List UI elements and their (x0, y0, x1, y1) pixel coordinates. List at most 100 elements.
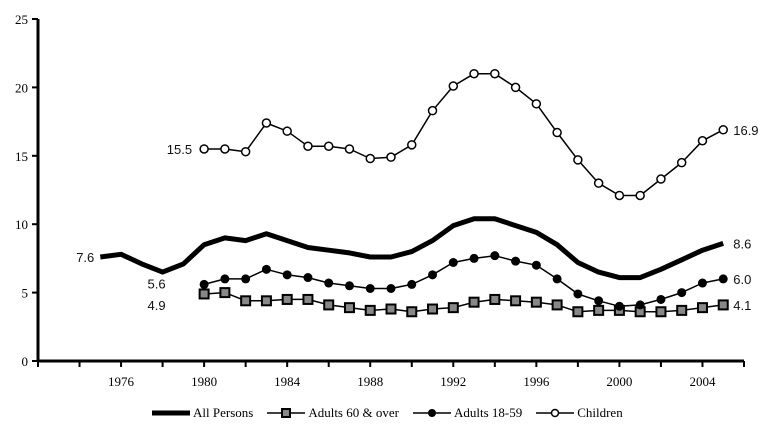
filled-circle-marker (614, 301, 624, 311)
x-tick-label: 1992 (440, 374, 466, 389)
square-marker (302, 293, 314, 305)
legend-label: All Persons (193, 405, 254, 420)
filled-circle-marker (677, 288, 687, 298)
open-circle-marker (199, 144, 209, 154)
square-marker (219, 287, 231, 299)
square-marker (364, 304, 376, 316)
open-circle-marker (344, 144, 355, 154)
open-circle-marker (240, 146, 251, 157)
y-tick-label: 0 (22, 354, 29, 369)
filled-circle-marker (448, 258, 458, 268)
y-tick-label: 15 (15, 149, 28, 164)
open-circle-marker (261, 118, 272, 128)
filled-circle-marker (656, 294, 666, 304)
y-axis: 0 5 10 15 20 25 (15, 12, 40, 369)
data-label: 8.6 (733, 236, 751, 251)
data-label: 15.5 (167, 142, 192, 157)
data-label: 7.6 (76, 250, 94, 265)
filled-circle-marker (386, 283, 396, 293)
filled-circle-marker (594, 296, 604, 306)
open-circle-marker (220, 144, 230, 154)
legend-item-adults-18-59: Adults 18-59 (411, 405, 522, 421)
open-circle-marker (490, 68, 500, 79)
x-tick-label: 1996 (523, 374, 550, 389)
open-circle-marker (676, 157, 687, 168)
filled-circle-marker (697, 278, 707, 288)
series-line (99, 216, 724, 281)
data-label: 6.0 (733, 272, 751, 287)
legend: All Persons Adults 60 & over Adults 18-5… (150, 402, 635, 424)
square-marker (510, 295, 522, 307)
y-tick-label: 5 (22, 286, 29, 301)
y-tick-label: 20 (15, 80, 28, 95)
legend-item-children: Children (534, 405, 623, 421)
square-marker (489, 293, 501, 305)
filled-circle-marker (552, 274, 562, 284)
filled-circle-marker (282, 270, 292, 280)
open-circle-marker (593, 178, 604, 188)
open-circle-marker (573, 155, 583, 165)
filled-circle-marker (324, 278, 334, 288)
open-circle-marker (697, 136, 708, 146)
x-tick-label: 1980 (191, 374, 217, 389)
data-label: 4.1 (733, 298, 751, 313)
legend-label: Adults 60 & over (308, 405, 399, 420)
square-marker (717, 299, 729, 311)
square-marker (240, 295, 252, 307)
open-circle-marker (427, 105, 438, 116)
filled-circle-marker (718, 274, 728, 284)
x-tick-label: 1984 (274, 374, 301, 389)
open-circle-marker (386, 152, 396, 162)
square-marker (406, 306, 418, 318)
series-adults-60-over (198, 287, 729, 318)
x-tick-label: 2004 (689, 374, 716, 389)
square-marker (696, 302, 708, 314)
open-circle-marker (510, 82, 521, 93)
filled-circle-marker (428, 270, 438, 280)
square-marker (572, 306, 584, 318)
open-circle-marker (303, 141, 313, 151)
square-marker (198, 288, 210, 300)
thick-line-icon (152, 410, 190, 416)
open-circle-marker (718, 125, 728, 135)
x-axis: 1976 1980 1984 1988 1992 1996 2000 2004 (37, 359, 745, 389)
square-marker (385, 303, 397, 315)
open-circle-marker-icon (536, 408, 575, 418)
open-circle-marker (365, 153, 375, 164)
open-circle-marker (469, 68, 479, 79)
open-circle-marker (407, 140, 417, 150)
series-line (204, 72, 724, 197)
square-marker (676, 304, 688, 316)
filled-circle-marker (303, 273, 313, 283)
series-adults-18-59 (199, 251, 728, 311)
square-marker (551, 299, 563, 311)
filled-circle-marker (511, 256, 521, 266)
data-label: 5.6 (148, 276, 166, 291)
x-tick-label: 1976 (108, 374, 135, 389)
series-layer (99, 68, 729, 318)
y-tick-label: 25 (15, 12, 28, 27)
data-label: 4.9 (148, 298, 166, 313)
open-circle-marker (448, 81, 459, 91)
legend-item-all-persons: All Persons (150, 405, 253, 421)
legend-label: Adults 18-59 (453, 405, 523, 420)
x-tick-label: 2000 (606, 374, 632, 389)
square-marker (427, 303, 439, 315)
filled-circle-marker (635, 300, 645, 310)
x-tick-label: 1988 (357, 374, 383, 389)
open-circle-marker (656, 174, 666, 184)
open-circle-marker (552, 127, 562, 138)
square-marker (468, 296, 480, 308)
filled-circle-marker (365, 283, 375, 293)
open-circle-marker (531, 99, 542, 109)
square-marker (530, 296, 542, 308)
square-marker (323, 299, 335, 311)
data-label: 16.9 (733, 123, 758, 138)
square-marker (260, 295, 272, 307)
open-circle-marker (635, 190, 645, 201)
square-marker (655, 306, 667, 318)
square-marker (281, 293, 293, 305)
filled-circle-marker (241, 274, 251, 284)
filled-circle-marker (490, 251, 500, 261)
legend-item-adults-60-over: Adults 60 & over (265, 405, 399, 421)
